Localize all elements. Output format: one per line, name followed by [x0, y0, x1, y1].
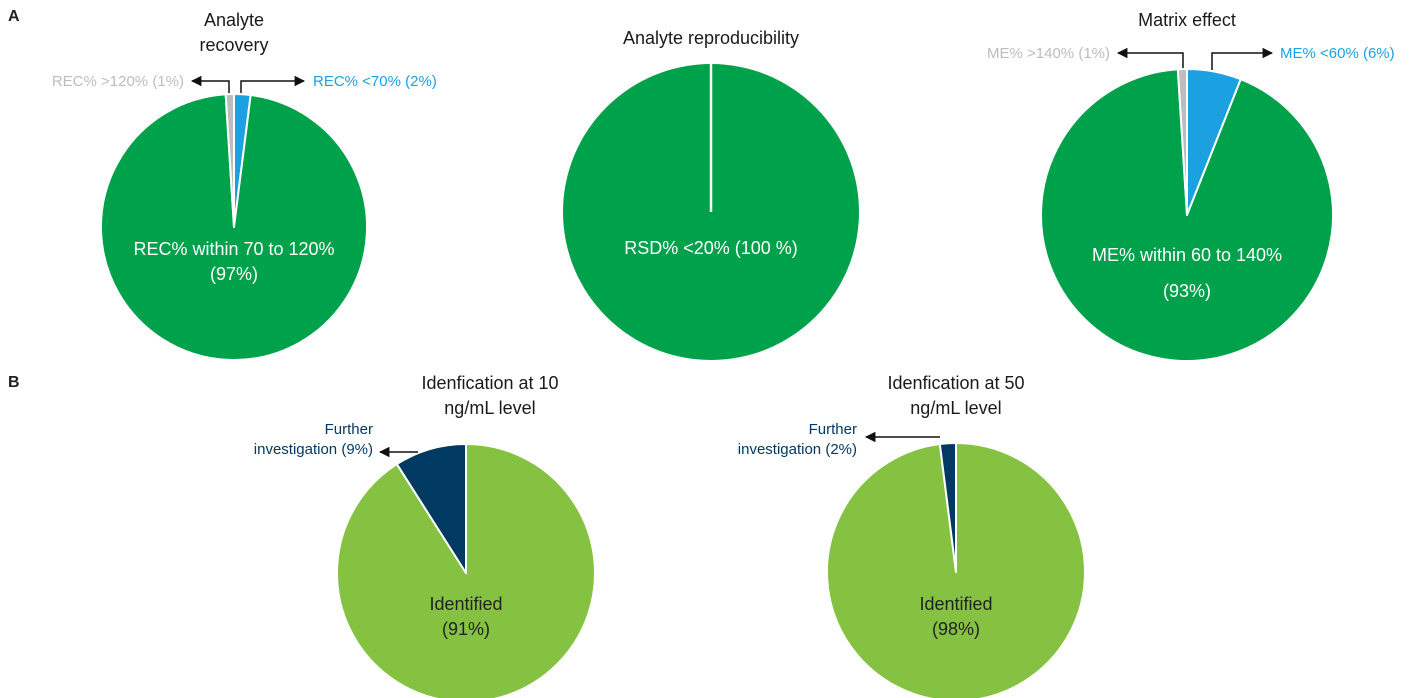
slice-name: REC% >120% [51, 73, 149, 90]
slice-label: Identified (98%) [919, 592, 992, 642]
pie-slice [395, 443, 467, 574]
leader-arrow [1116, 47, 1184, 68]
pie-slice [1176, 68, 1188, 216]
chart-title: Idenfication at 50 ng/mL level [887, 373, 1025, 418]
slice-name: Identified [429, 594, 503, 614]
leader-arrow [1211, 47, 1274, 70]
slice-value: (100 %) [734, 238, 798, 258]
slice-name: REC% <70% [313, 73, 401, 90]
slice-label: Further investigation (2%) [737, 420, 857, 460]
slice-label: ME% within 60 to 140% (93%) [1092, 237, 1282, 309]
slice-value: (98%) [931, 619, 980, 639]
slice-name: RSD% <20% [624, 238, 730, 258]
slice-label: REC% <70% (2%) [313, 69, 437, 94]
leader-arrow [190, 75, 230, 93]
chart-title: Analyte reproducibility [622, 28, 800, 48]
slice-label: REC% within 70 to 120% (97%) [133, 237, 334, 287]
slice-name: REC% within 70 to 120% [133, 239, 335, 259]
pie-slice [336, 443, 596, 698]
slice-value: (2%) [825, 441, 857, 458]
chart-title: Matrix effect [1138, 10, 1236, 30]
slice-value: (91%) [441, 619, 490, 639]
pie-slice [938, 442, 957, 573]
slice-value: (93%) [1162, 281, 1212, 301]
slice-value: (1%) [1078, 45, 1110, 62]
slice-value: (97%) [209, 264, 259, 284]
slice-label: Further investigation (9%) [253, 420, 373, 460]
slice-label: Identified (91%) [429, 592, 502, 642]
slice-label: REC% >120% (1%) [52, 69, 184, 94]
slice-label: ME% <60% (6%) [1280, 41, 1395, 66]
slice-name: Identified [919, 594, 993, 614]
slice-name: ME% <60% [1280, 45, 1359, 62]
slice-value: (2%) [405, 73, 437, 90]
chart-title: Analyte recovery [199, 10, 269, 55]
slice-label: RSD% <20% (100 %) [624, 236, 798, 261]
pie-slice [224, 93, 235, 228]
panel-label: A [8, 8, 20, 25]
leader-arrow [240, 75, 306, 93]
slice-value: (1%) [152, 73, 184, 90]
slice-label: ME% >140% (1%) [987, 41, 1110, 66]
slice-name: Further investigation [737, 421, 857, 458]
slice-name: ME% >140% [987, 45, 1075, 62]
slice-value: (6%) [1362, 45, 1395, 62]
pie-slice [826, 442, 1086, 698]
slice-name: Further investigation [253, 421, 373, 458]
slice-value: (9%) [341, 441, 373, 458]
chart-title: Idenfication at 10 ng/mL level [421, 373, 559, 418]
panel-label: B [8, 374, 20, 391]
slice-name: ME% within 60 to 140% [1091, 245, 1283, 265]
